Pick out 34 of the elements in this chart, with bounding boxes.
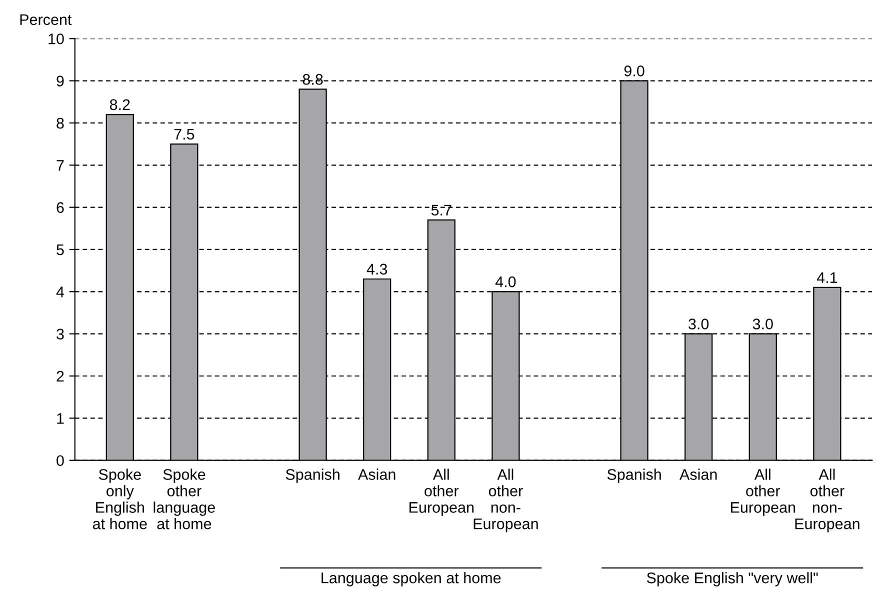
y-axis-title: Percent bbox=[20, 14, 72, 26]
x-tick-label: All other non- European bbox=[795, 468, 860, 532]
y-tick-label: 1 bbox=[57, 413, 64, 424]
x-tick-label: Spoke only English at home bbox=[92, 468, 147, 530]
data-label: 3.0 bbox=[752, 318, 773, 330]
data-label: 4.0 bbox=[495, 276, 516, 288]
x-tick-label: Asian bbox=[358, 468, 396, 480]
data-label: 7.5 bbox=[174, 128, 194, 140]
x-tick-label: Asian bbox=[680, 468, 717, 480]
x-tick-label: Spanish bbox=[286, 468, 340, 483]
y-tick-label: 0 bbox=[56, 455, 64, 466]
y-tick-label: 4 bbox=[56, 286, 64, 298]
x-tick-label: All other European bbox=[731, 468, 796, 516]
data-label: 3.0 bbox=[688, 318, 709, 330]
y-tick-label: 5 bbox=[56, 244, 64, 256]
data-label: 4.3 bbox=[366, 264, 388, 275]
y-tick-label: 9 bbox=[56, 76, 64, 86]
x-tick-label: All other European bbox=[410, 468, 474, 516]
y-tick-label: 2 bbox=[56, 370, 64, 382]
text: Language spoken at home bbox=[322, 572, 501, 586]
data-label: 8.8 bbox=[302, 74, 323, 85]
y-tick-label: 10 bbox=[48, 33, 64, 44]
data-label: 4.1 bbox=[816, 272, 838, 283]
y-tick-label: 7 bbox=[56, 160, 64, 171]
x-tick-label: All other non- European bbox=[474, 468, 538, 532]
text: Spoke English "very well" bbox=[646, 572, 818, 586]
data-label: 8.2 bbox=[110, 99, 130, 110]
x-tick-label: Spanish bbox=[607, 468, 661, 483]
data-label: 5.7 bbox=[431, 204, 452, 216]
data-label: 9.0 bbox=[624, 66, 644, 76]
y-tick-label: 3 bbox=[56, 328, 64, 340]
x-tick-label: Spoke other language at home bbox=[154, 468, 215, 530]
y-tick-label: 6 bbox=[56, 202, 64, 213]
y-tick-label: 8 bbox=[56, 118, 64, 129]
